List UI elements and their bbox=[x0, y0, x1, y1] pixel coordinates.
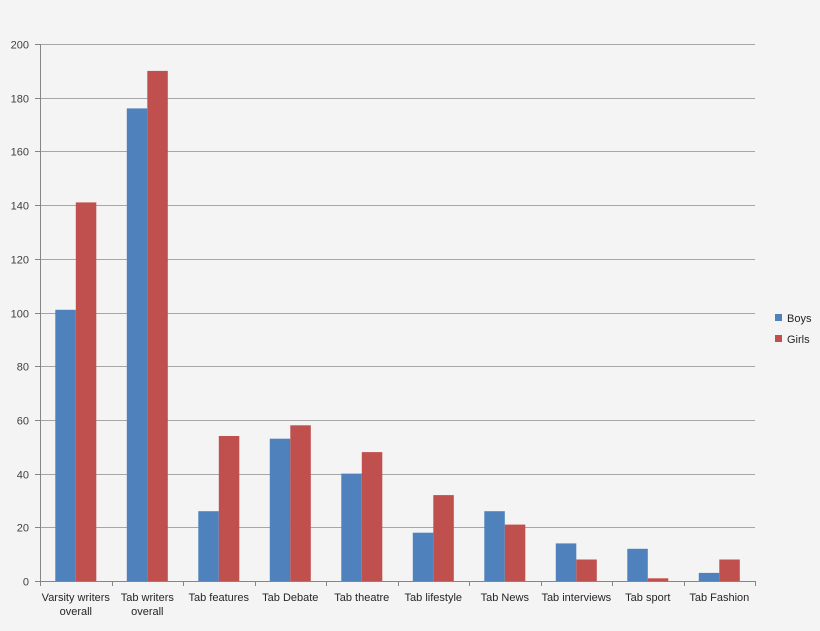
bar-boys bbox=[412, 532, 434, 581]
bar-boys bbox=[484, 511, 505, 581]
bar-girls bbox=[290, 425, 311, 581]
x-category-label-line: Tab lifestyle bbox=[405, 592, 462, 604]
bar-boys bbox=[627, 548, 648, 581]
y-tick-label: 180 bbox=[11, 94, 29, 106]
y-tick-label: 160 bbox=[11, 147, 29, 159]
bar-girls bbox=[647, 578, 669, 581]
bar-girls bbox=[75, 202, 97, 581]
x-category-label: Varsity writers overall bbox=[42, 592, 111, 618]
x-category-label: Tab sport bbox=[625, 592, 670, 604]
x-axis-labels: Varsity writers overall Tab writers overall… bbox=[42, 592, 750, 618]
legend-label-girls: Girls bbox=[787, 334, 810, 346]
legend: Boys Girls bbox=[775, 313, 812, 346]
x-category-label-line: Tab interviews bbox=[541, 592, 611, 604]
bar-girls bbox=[504, 524, 526, 581]
bar-girls bbox=[218, 436, 240, 581]
bar-boys bbox=[698, 572, 720, 581]
x-category-label: Tab theatre bbox=[334, 592, 389, 604]
y-tick-label: 40 bbox=[17, 470, 29, 482]
x-category-label: Tab features bbox=[189, 592, 250, 604]
bar-girls bbox=[147, 70, 168, 582]
legend-swatch-girls bbox=[775, 335, 782, 342]
x-category-label-line: Tab News bbox=[481, 592, 530, 604]
legend-label-boys: Boys bbox=[787, 313, 812, 325]
bar-boys bbox=[341, 473, 362, 581]
legend-swatch-boys bbox=[775, 314, 782, 321]
bar-boys bbox=[269, 438, 291, 581]
y-tick-label: 200 bbox=[11, 40, 29, 52]
axes bbox=[40, 44, 756, 586]
y-tick-label: 0 bbox=[23, 577, 29, 589]
bar-boys bbox=[555, 543, 577, 581]
x-category-label-line: Varsity writers bbox=[42, 592, 111, 604]
x-category-label-line: Tab Fashion bbox=[689, 592, 749, 604]
x-category-label-line: Tab Debate bbox=[262, 592, 318, 604]
x-category-label: Tab writers overall bbox=[121, 592, 175, 618]
y-tick-label: 120 bbox=[11, 255, 29, 267]
y-axis-ticks: 0 20 40 60 80 100 120 140 160 180 200 bbox=[11, 40, 40, 589]
x-category-label: Tab News bbox=[481, 592, 530, 604]
bar-boys bbox=[198, 511, 219, 581]
bar-girls bbox=[433, 495, 454, 581]
bar-girls bbox=[719, 559, 740, 581]
y-tick-label: 60 bbox=[17, 416, 29, 428]
x-category-label-line: Tab writers bbox=[121, 592, 175, 604]
x-category-label: Tab Debate bbox=[262, 592, 318, 604]
x-category-label: Tab interviews bbox=[541, 592, 611, 604]
bars bbox=[55, 70, 740, 582]
y-tick-label: 100 bbox=[11, 309, 29, 321]
x-category-label: Tab Fashion bbox=[689, 592, 749, 604]
x-category-label-line: overall bbox=[131, 606, 163, 618]
bar-boys bbox=[55, 309, 76, 581]
bar-boys bbox=[126, 108, 148, 582]
y-tick-label: 140 bbox=[11, 201, 29, 213]
x-category-label-line: Tab features bbox=[189, 592, 250, 604]
x-category-label: Tab lifestyle bbox=[405, 592, 462, 604]
x-category-label-line: Tab theatre bbox=[334, 592, 389, 604]
bar-girls bbox=[576, 559, 597, 581]
x-category-label-line: Tab sport bbox=[625, 592, 670, 604]
y-tick-label: 20 bbox=[17, 523, 29, 535]
y-tick-label: 80 bbox=[17, 362, 29, 374]
bar-girls bbox=[361, 452, 383, 581]
x-category-label-line: overall bbox=[60, 606, 92, 618]
